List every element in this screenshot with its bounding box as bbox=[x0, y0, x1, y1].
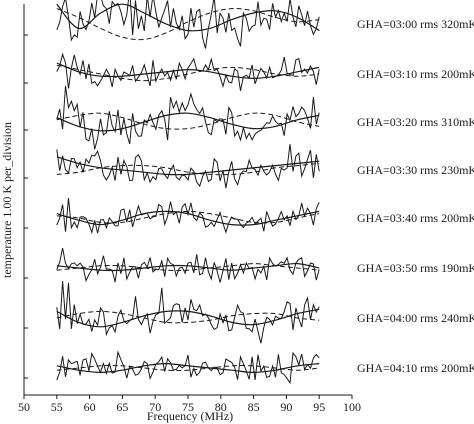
residual-trace bbox=[56, 350, 320, 385]
solid-fit-curve bbox=[56, 3, 320, 32]
x-tick-label: 60 bbox=[84, 400, 96, 414]
solid-fit-curve bbox=[56, 210, 320, 226]
x-tick-label: 65 bbox=[116, 400, 128, 414]
x-tick-label: 55 bbox=[51, 400, 63, 414]
solid-fit-curve bbox=[56, 62, 320, 80]
chart-panel-labels: GHA=03:00 rms 320mK GHA=03:10 rms 200mK GH… bbox=[357, 17, 474, 375]
chart-axes: 50 55 60 65 70 75 80 85 90 95 100 bbox=[18, 4, 361, 414]
x-axis-title: Frequency (MHz) bbox=[147, 409, 233, 423]
dashed-fit-curve bbox=[56, 263, 320, 271]
panel-label: GHA=03:30 rms 230mK bbox=[357, 163, 474, 177]
residual-trace bbox=[56, 52, 320, 91]
panel-2 bbox=[56, 52, 320, 91]
x-tick-label: 90 bbox=[280, 400, 292, 414]
panel-3 bbox=[56, 85, 320, 150]
x-tick-label: 70 bbox=[149, 400, 161, 414]
x-tick-label: 95 bbox=[313, 400, 325, 414]
x-tick-label: 75 bbox=[182, 400, 194, 414]
solid-fit-curve bbox=[56, 112, 320, 132]
panel-label: GHA=03:10 rms 200mK bbox=[357, 67, 474, 81]
panel-4 bbox=[56, 144, 320, 189]
panel-6 bbox=[56, 247, 320, 283]
solid-fit-curve bbox=[56, 362, 320, 374]
solid-fit-curve bbox=[56, 308, 320, 328]
residual-trace bbox=[56, 0, 320, 49]
dashed-fit-curve bbox=[56, 365, 320, 371]
panel-label: GHA=04:10 rms 200mK bbox=[357, 361, 474, 375]
dashed-fit-curve bbox=[56, 64, 320, 82]
x-tick-label: 100 bbox=[343, 400, 361, 414]
panel-label: GHA=03:20 rms 310mK bbox=[357, 115, 474, 129]
panel-8 bbox=[56, 350, 320, 385]
dashed-fit-curve bbox=[56, 162, 320, 176]
x-tick-label: 50 bbox=[18, 400, 30, 414]
dashed-fit-curve bbox=[56, 310, 320, 324]
panel-7 bbox=[56, 281, 320, 344]
residual-trace bbox=[56, 85, 320, 150]
dashed-fit-curve bbox=[56, 8, 320, 41]
panel-label: GHA=04:00 rms 240mK bbox=[357, 311, 474, 325]
panel-label: GHA=03:50 rms 190mK bbox=[357, 261, 474, 275]
dashed-fit-curve bbox=[56, 210, 320, 224]
y-axis-title: temperature 1.00 K per_division bbox=[0, 122, 14, 278]
panel-label: GHA=03:00 rms 320mK bbox=[357, 17, 474, 31]
chart-panels bbox=[56, 0, 320, 385]
panel-1 bbox=[56, 0, 320, 49]
panel-label: GHA=03:40 rms 200mK bbox=[357, 211, 474, 225]
dashed-fit-curve bbox=[56, 112, 320, 130]
residual-trace bbox=[56, 144, 320, 189]
x-tick-label: 85 bbox=[248, 400, 260, 414]
x-tick-label: 80 bbox=[215, 400, 227, 414]
residual-trace bbox=[56, 281, 320, 344]
residual-trace bbox=[56, 198, 320, 235]
panel-5 bbox=[56, 198, 320, 235]
